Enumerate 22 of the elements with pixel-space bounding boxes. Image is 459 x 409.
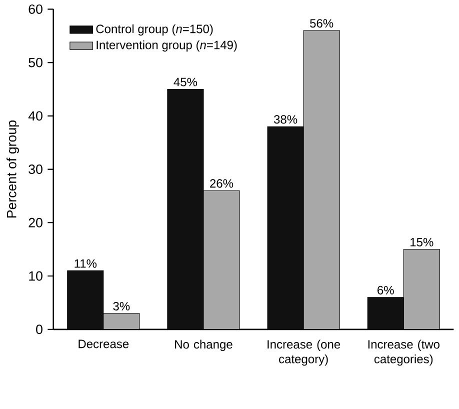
y-tick-label: 30 [28,164,42,174]
y-tick-label: 60 [28,4,42,14]
y-tick-label: 40 [28,110,42,120]
data-label: 3% [113,302,130,310]
data-label: 56% [310,18,334,28]
legend-label: Intervention group (n=149) [96,40,237,52]
data-label: 11% [74,259,97,268]
y-tick-label: 10 [29,271,42,281]
data-label: 45% [174,78,198,86]
y-tick-label: 20 [28,218,42,228]
data-label: 6% [378,286,394,294]
y-tick-label: 0 [36,324,42,334]
y-tick-label: 50 [28,58,42,68]
y-axis-title: Percent of group [6,120,19,218]
data-label: 15% [410,238,434,246]
data-label: 26% [210,178,234,188]
legend-label: Control group (n=150) [96,24,213,36]
x-tick-label: Increase (two categories) [368,340,440,366]
x-tick-label: Increase (one category) [268,340,340,366]
data-label: 38% [274,114,298,124]
x-tick-label: Decrease [78,340,129,348]
x-tick-label: No change [175,340,232,351]
